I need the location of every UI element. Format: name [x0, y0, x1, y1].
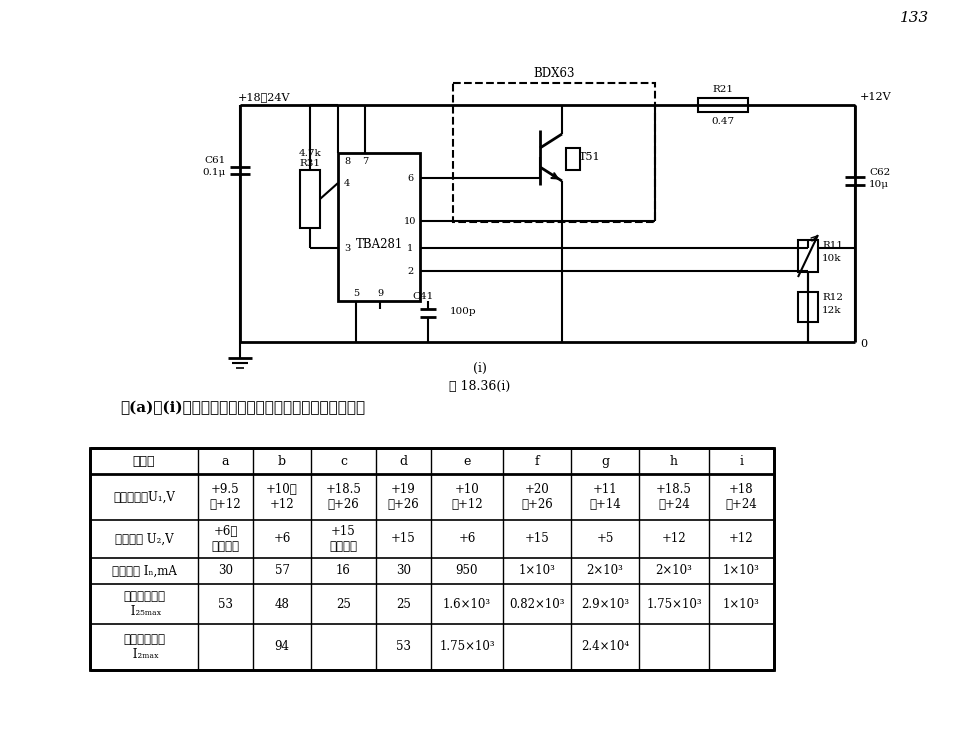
Text: 0.47: 0.47 — [711, 117, 734, 126]
Text: 最大短路电流
 I₂₅ₘₐₓ: 最大短路电流 I₂₅ₘₐₓ — [123, 590, 165, 618]
Text: 0.82×10³: 0.82×10³ — [509, 598, 564, 611]
Text: 9: 9 — [377, 289, 383, 298]
Text: 输出电压 U₂,V: 输出电压 U₂,V — [114, 532, 174, 545]
Text: +12: +12 — [730, 532, 754, 545]
Bar — [798, 240, 818, 272]
Text: +18～24V: +18～24V — [238, 92, 291, 102]
Text: 53: 53 — [218, 598, 233, 611]
Text: 电路图: 电路图 — [132, 454, 156, 467]
Text: +5: +5 — [596, 532, 613, 545]
Bar — [798, 292, 818, 322]
Text: 1×10³: 1×10³ — [518, 564, 556, 578]
Text: 最大输出电流
 I₂ₘₐₓ: 最大输出电流 I₂ₘₐₓ — [123, 633, 165, 661]
Text: 5: 5 — [353, 289, 359, 298]
Text: 2×10³: 2×10³ — [587, 564, 623, 578]
Text: TBA281: TBA281 — [355, 238, 402, 251]
Bar — [300, 170, 320, 228]
Text: R12: R12 — [822, 293, 843, 301]
Bar — [453, 83, 655, 222]
Text: C61: C61 — [204, 156, 226, 165]
Text: +6，
恒流限制: +6， 恒流限制 — [211, 525, 239, 553]
Bar — [338, 153, 420, 301]
Text: 1×10³: 1×10³ — [723, 598, 760, 611]
Text: f: f — [535, 454, 540, 467]
Text: 图(a)～(i)示出九种电路，其主要技术数据如下表所示。: 图(a)～(i)示出九种电路，其主要技术数据如下表所示。 — [120, 401, 365, 415]
Text: c: c — [340, 454, 347, 467]
Text: b: b — [278, 454, 286, 467]
Text: 25: 25 — [336, 598, 351, 611]
Text: 16: 16 — [336, 564, 351, 578]
Bar — [698, 98, 748, 112]
Text: 100p: 100p — [450, 306, 476, 315]
Text: +19
～+26: +19 ～+26 — [388, 483, 420, 511]
Text: e: e — [464, 454, 470, 467]
Text: 2.9×10³: 2.9×10³ — [581, 598, 629, 611]
Text: +10
～+12: +10 ～+12 — [451, 483, 483, 511]
Text: 94: 94 — [275, 640, 290, 653]
Bar — [90, 448, 774, 670]
Text: +9.5
～+12: +9.5 ～+12 — [209, 483, 241, 511]
Text: +20
～+26: +20 ～+26 — [521, 483, 553, 511]
Text: 57: 57 — [275, 564, 290, 578]
Text: 0: 0 — [860, 339, 867, 349]
Text: 7: 7 — [362, 157, 368, 165]
Text: +10～
+12: +10～ +12 — [266, 483, 298, 511]
Text: 1: 1 — [407, 243, 413, 253]
Text: C62: C62 — [869, 168, 890, 176]
Text: BDX63: BDX63 — [533, 66, 575, 79]
Text: +18.5
～+24: +18.5 ～+24 — [656, 483, 692, 511]
Text: 1.6×10³: 1.6×10³ — [443, 598, 492, 611]
Text: 6: 6 — [407, 173, 413, 182]
Text: +12V: +12V — [860, 92, 892, 102]
Text: +15
恒流限制: +15 恒流限制 — [329, 525, 357, 553]
Text: 30: 30 — [218, 564, 233, 578]
Text: 10: 10 — [404, 217, 417, 226]
Text: +6: +6 — [274, 532, 291, 545]
Text: 133: 133 — [900, 11, 929, 25]
Text: +12: +12 — [661, 532, 686, 545]
Text: 8: 8 — [344, 157, 350, 165]
Text: 2.4×10⁴: 2.4×10⁴ — [581, 640, 629, 653]
Text: +18
～+24: +18 ～+24 — [726, 483, 757, 511]
Text: 53: 53 — [396, 640, 411, 653]
Text: 4.7k: 4.7k — [299, 148, 322, 157]
Bar — [566, 148, 580, 170]
Text: 2: 2 — [407, 267, 413, 276]
Text: C41: C41 — [413, 292, 434, 301]
Text: +15: +15 — [524, 532, 549, 545]
Text: 2×10³: 2×10³ — [656, 564, 692, 578]
Text: 25: 25 — [396, 598, 411, 611]
Text: T51: T51 — [579, 152, 601, 162]
Text: 1.75×10³: 1.75×10³ — [439, 640, 494, 653]
Text: R21: R21 — [712, 85, 733, 93]
Text: h: h — [670, 454, 678, 467]
Text: 30: 30 — [396, 564, 411, 578]
Text: 图 18.36(i): 图 18.36(i) — [449, 379, 511, 392]
Text: +18.5
～+26: +18.5 ～+26 — [325, 483, 361, 511]
Text: 48: 48 — [275, 598, 289, 611]
Text: 1.75×10³: 1.75×10³ — [646, 598, 702, 611]
Text: 1×10³: 1×10³ — [723, 564, 760, 578]
Text: a: a — [222, 454, 229, 467]
Text: +6: +6 — [458, 532, 476, 545]
Text: 额定电路 Iₙ,mA: 额定电路 Iₙ,mA — [111, 564, 177, 578]
Text: 950: 950 — [456, 564, 478, 578]
Text: 0.1μ: 0.1μ — [203, 168, 226, 176]
Text: i: i — [739, 454, 743, 467]
Text: 10μ: 10μ — [869, 179, 889, 188]
Text: (i): (i) — [473, 362, 487, 375]
Text: 4: 4 — [344, 179, 350, 187]
Text: 10k: 10k — [822, 254, 842, 262]
Text: R11: R11 — [822, 240, 843, 249]
Text: g: g — [601, 454, 609, 467]
Text: R31: R31 — [300, 159, 321, 168]
Text: 输入电压，U₁,V: 输入电压，U₁,V — [113, 490, 175, 503]
Text: d: d — [399, 454, 408, 467]
Text: +11
～+14: +11 ～+14 — [589, 483, 621, 511]
Text: +15: +15 — [391, 532, 416, 545]
Text: 3: 3 — [344, 243, 350, 253]
Text: 12k: 12k — [822, 306, 842, 315]
